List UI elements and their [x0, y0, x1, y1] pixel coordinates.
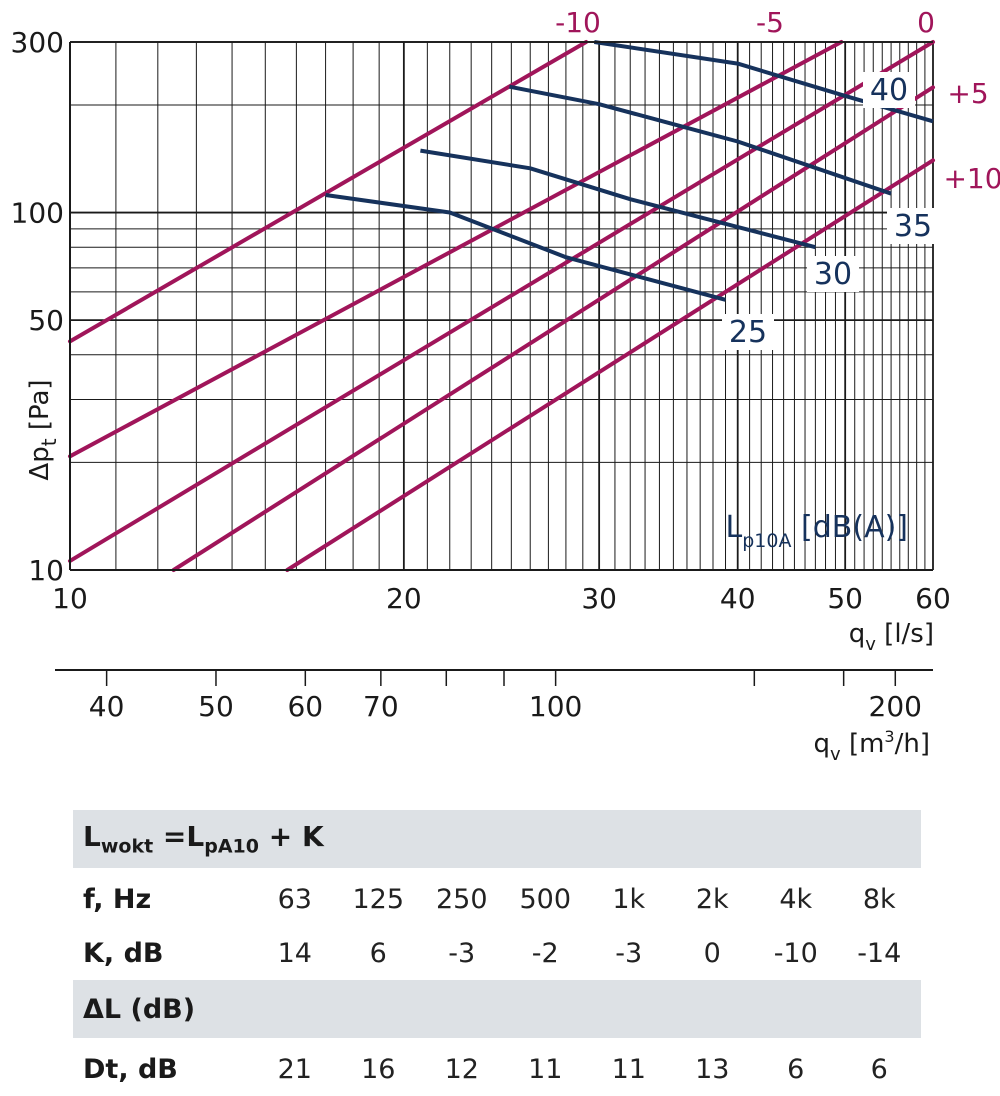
- frequency-cell: 1k: [612, 883, 646, 915]
- secondary-x-axis-label: qv [m3/h]: [814, 727, 931, 765]
- dt-value-cell: 11: [528, 1053, 563, 1085]
- y-tick-label: 10: [28, 554, 64, 587]
- sound-level-lines: [325, 40, 934, 302]
- x-tick-label: 20: [386, 582, 422, 615]
- correction-line-+5: [171, 85, 935, 572]
- k-value-cell: -14: [857, 937, 902, 969]
- axis-layer: 10 50 100 300 10 20 30 40 50 60 40 50 60 70 100 200: [11, 26, 951, 723]
- dt-value-cell: 16: [361, 1053, 396, 1085]
- formula: Lwokt =LpA10 + K: [83, 820, 324, 858]
- y-tick-label: 50: [28, 304, 64, 337]
- correction-label--10: -10: [555, 6, 601, 39]
- dt-row-label: Dt, dB: [83, 1053, 178, 1085]
- sound-level-label-bg: [807, 256, 859, 292]
- dt-value-cell: 21: [277, 1053, 312, 1085]
- delta-row: ΔL (dB): [73, 980, 921, 1038]
- dt-value-cell: 11: [611, 1053, 646, 1085]
- x-tick-label: 10: [52, 582, 88, 615]
- frequency-row-label: f, Hz: [83, 883, 152, 915]
- y-tick-label: 300: [11, 26, 64, 59]
- y-tick-label: 100: [11, 197, 64, 230]
- secondary-tick-label: 70: [363, 690, 399, 723]
- x-tick-label: 60: [915, 582, 951, 615]
- x-axis-label: qv [l/s]: [849, 619, 934, 655]
- correction-label-0: 0: [917, 6, 935, 39]
- sound-level-line-25: [325, 193, 727, 302]
- correction-line--5: [68, 40, 844, 459]
- k-row: K, dB 14 6 -3 -2 -3 0 -10 -14: [73, 926, 921, 980]
- correction-line--10: [68, 40, 589, 344]
- frequency-cell: 2k: [695, 883, 729, 915]
- dt-value-cell: 6: [870, 1053, 888, 1085]
- dt-value-cell: 6: [787, 1053, 805, 1085]
- sound-level-line-40: [594, 40, 934, 124]
- frequency-row: f, Hz 63 125 250 500 1k 2k 4k 8k: [73, 872, 921, 926]
- k-row-label: K, dB: [83, 937, 164, 969]
- correction-table: Lwokt =LpA10 + K f, Hz 63 125 250 500 1k 2k 4k…: [73, 810, 921, 1096]
- sound-level-label-40: 40: [870, 73, 908, 108]
- sound-level-label-bg: [722, 314, 774, 350]
- frequency-cell: 250: [435, 883, 488, 915]
- sound-level-label-bg: [887, 208, 939, 244]
- secondary-tick-label: 60: [287, 690, 323, 723]
- y-axis-label: Δpt [Pa]: [25, 379, 61, 480]
- correction-label--5: -5: [756, 6, 784, 39]
- correction-line-+10: [285, 158, 935, 572]
- secondary-tick-label: 100: [529, 690, 582, 723]
- secondary-tick-label: 200: [869, 690, 922, 723]
- k-value-cell: -3: [615, 937, 643, 969]
- sound-level-line-35: [509, 84, 892, 196]
- dt-value-cell: 12: [444, 1053, 479, 1085]
- k-value-cell: 14: [277, 937, 312, 969]
- correction-label-+10: +10: [943, 162, 1000, 195]
- sound-level-line-30: [420, 148, 816, 250]
- secondary-tick-label: 50: [198, 690, 234, 723]
- formula-row: Lwokt =LpA10 + K: [73, 810, 921, 868]
- x-tick-label: 50: [827, 582, 863, 615]
- grid: [69, 41, 934, 571]
- sound-level-label-35: 35: [894, 209, 932, 244]
- delta-row-label: ΔL (dB): [83, 993, 196, 1025]
- dt-value-cell: 13: [695, 1053, 730, 1085]
- frequency-cell: 8k: [862, 883, 896, 915]
- frequency-cell: 4k: [779, 883, 813, 915]
- dt-row: Dt, dB 21 16 12 11 11 13 6 6: [73, 1042, 921, 1096]
- label-layer: -10 -5 0 +5 +10 25 30 35 40: [555, 6, 1000, 350]
- sound-level-label-25: 25: [729, 315, 767, 350]
- correction-label-+5: +5: [947, 77, 988, 110]
- secondary-tick-label: 40: [89, 690, 125, 723]
- lp-legend-title: Lp10A [dB(A)]: [726, 510, 908, 552]
- x-tick-label: 30: [581, 582, 617, 615]
- pressure-flow-chart: -10 -5 0 +5 +10 25 30 35 40 10 50 100 300 10 20 30 40 50…: [11, 6, 1000, 765]
- frequency-cell: 125: [352, 883, 405, 915]
- correction-line-0: [68, 40, 935, 563]
- k-value-cell: 0: [703, 937, 721, 969]
- correction-lines: [68, 40, 935, 572]
- sound-level-label-30: 30: [814, 257, 852, 292]
- k-value-cell: 6: [369, 937, 387, 969]
- sound-level-label-bg: [863, 72, 915, 108]
- k-value-cell: -3: [448, 937, 476, 969]
- frequency-cell: 500: [519, 883, 572, 915]
- frequency-cell: 63: [277, 883, 312, 915]
- x-tick-label: 40: [720, 582, 756, 615]
- k-value-cell: -10: [773, 937, 818, 969]
- k-value-cell: -2: [531, 937, 559, 969]
